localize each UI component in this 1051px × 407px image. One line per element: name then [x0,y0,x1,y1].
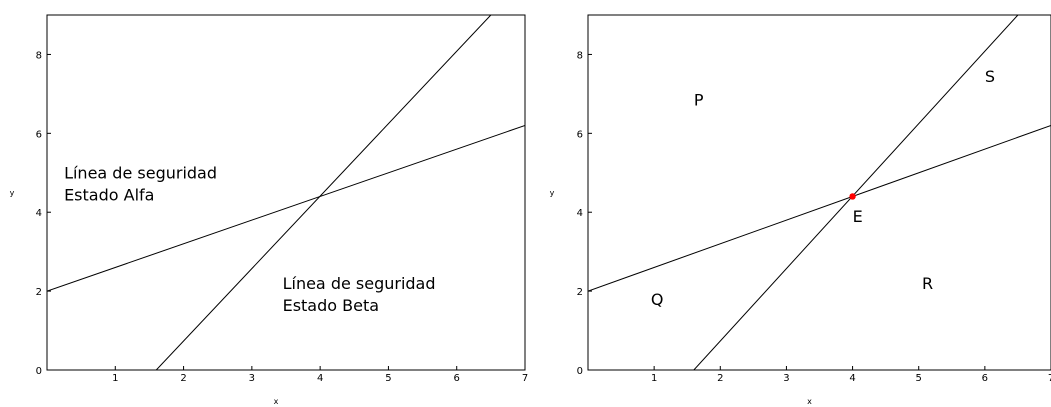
x-tick-label: 7 [1048,373,1051,384]
series-line-2 [693,15,1019,370]
x-tick-label: 5 [916,373,922,384]
x-axis-title: x [807,397,812,406]
x-tick-label: 5 [385,373,391,384]
series-line-2 [155,15,492,370]
chart-right: 1 2 3 4 5 6 7 0 2 4 6 8 x y P S E Q R [550,14,1051,406]
y-tick-label: 8 [36,50,42,61]
intersection-point [849,193,856,200]
annotation-label: E [853,207,863,226]
plot-frame [46,14,526,371]
y-tick-label: 2 [36,287,42,298]
annotation-label: Línea de seguridad Estado Beta [283,274,436,315]
x-tick-label: 3 [783,373,789,384]
x-tick-label: 2 [717,373,723,384]
annotation-label: R [922,274,933,293]
y-tick-label: 8 [577,50,583,61]
y-tick-label: 0 [36,366,42,377]
chart-left: 1 2 3 4 5 6 7 0 2 4 6 8 x y Línea de seguridad Estado A… [10,14,528,406]
y-tick-label: 4 [577,208,583,219]
y-tick-label: 6 [577,129,583,140]
x-tick-label: 3 [249,373,255,384]
annotation-label: S [985,67,995,86]
annotation-label: Q [651,290,664,309]
x-tick-label: 1 [112,373,118,384]
x-tick-label: 6 [982,373,988,384]
y-tick-label: 4 [36,208,42,219]
y-tick-label: 0 [577,366,583,377]
x-tick-label: 7 [522,373,528,384]
x-tick-label: 1 [651,373,657,384]
annotation-label: P [694,91,704,110]
y-tick-label: 2 [577,287,583,298]
series-line-1 [588,124,1051,292]
x-axis-title: x [274,397,279,406]
x-tick-label: 4 [317,373,323,384]
y-axis-title: y [10,189,15,198]
x-tick-label: 2 [180,373,186,384]
plot-frame [587,14,1051,371]
series-line-1 [47,124,525,292]
y-tick-label: 6 [36,129,42,140]
x-tick-label: 6 [454,373,460,384]
y-axis-title: y [550,189,555,198]
x-tick-label: 4 [849,373,855,384]
annotation-label: Línea de seguridad Estado Alfa [64,164,217,205]
